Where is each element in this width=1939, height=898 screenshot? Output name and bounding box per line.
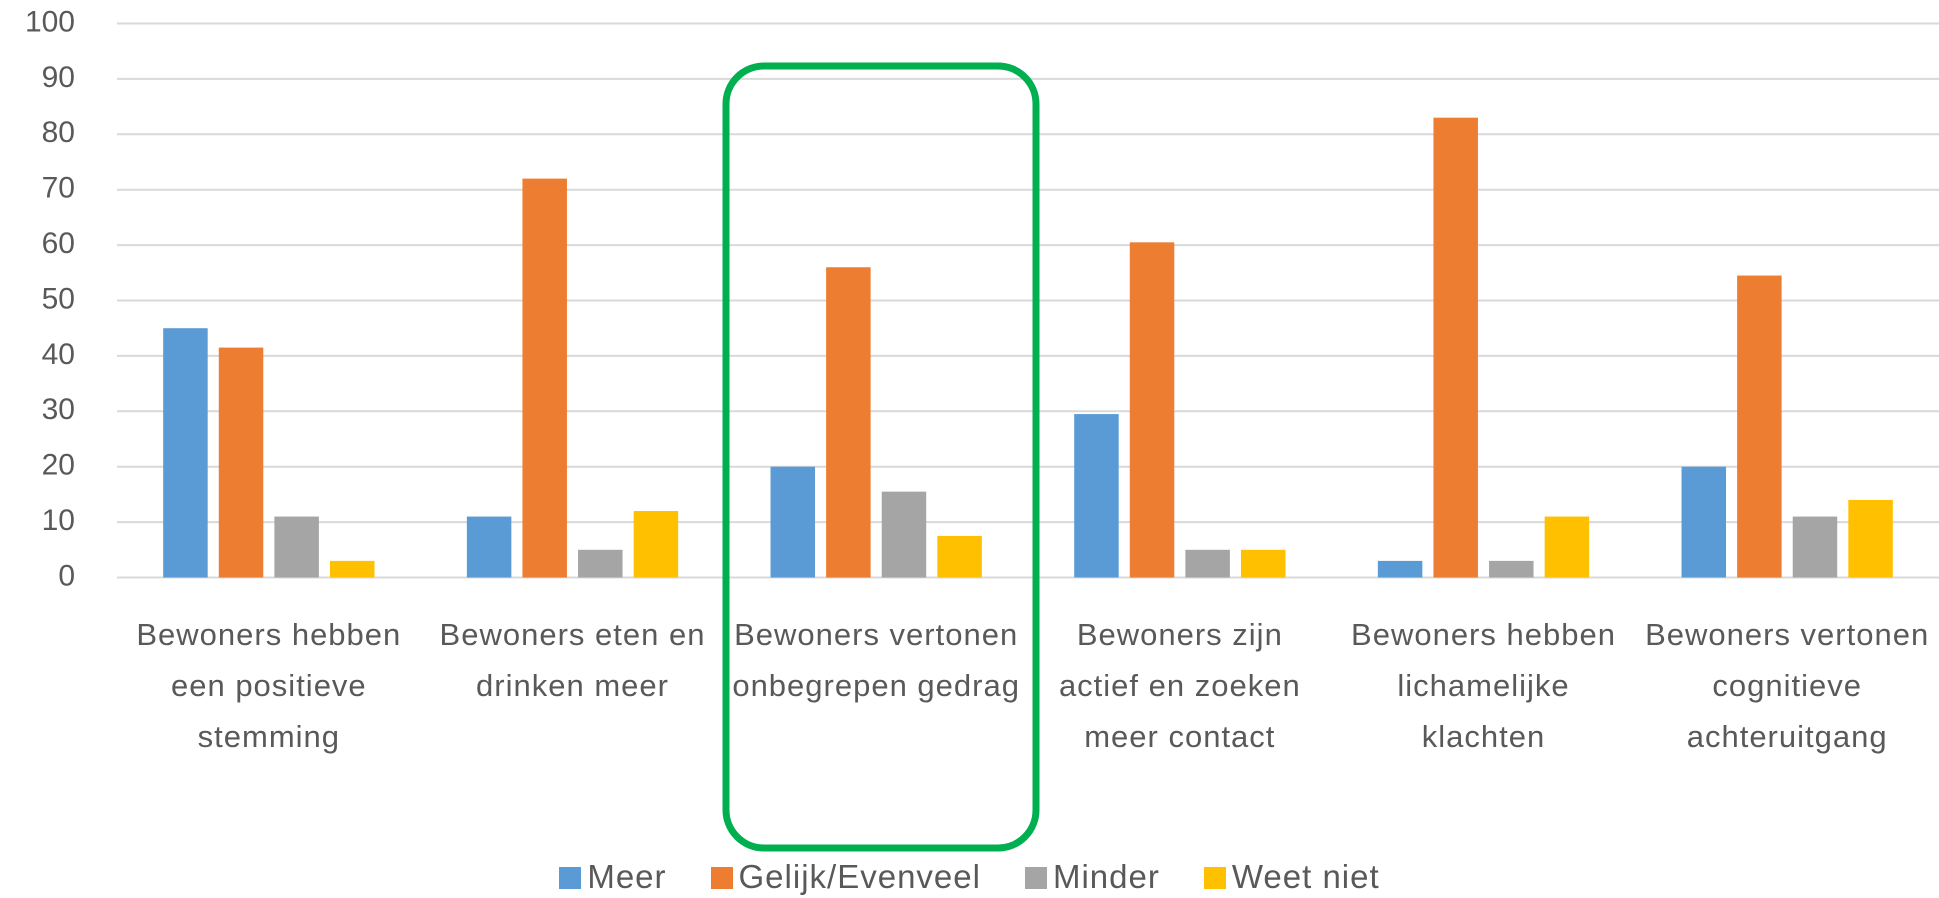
bar <box>1544 516 1590 578</box>
bar <box>1433 117 1478 578</box>
legend-item: Meer <box>559 858 666 896</box>
legend-label: Meer <box>587 858 667 895</box>
bar <box>466 516 512 578</box>
legend: Meer Gelijk/Evenveel Minder Weet niet <box>0 858 1939 896</box>
bar <box>770 466 816 578</box>
bar <box>329 560 375 578</box>
bar <box>1074 414 1119 578</box>
bar <box>522 178 567 578</box>
legend-item: Gelijk/Evenveel <box>710 858 981 896</box>
x-tick-label: Bewoners vertonen onbegrepen gedrag <box>732 617 1020 703</box>
y-tick-label: 70 <box>42 172 75 205</box>
y-tick-label: 30 <box>42 393 75 426</box>
y-tick-label: 80 <box>42 116 75 149</box>
y-tick-label: 90 <box>42 61 75 94</box>
bar <box>1737 275 1782 578</box>
legend-label: Weet niet <box>1231 858 1380 895</box>
legend-swatch <box>1024 867 1047 889</box>
bar <box>826 267 871 578</box>
bar <box>1377 560 1423 578</box>
bar <box>218 347 264 578</box>
y-tick-label: 100 <box>25 5 75 38</box>
legend-label: Gelijk/Evenveel <box>738 858 981 895</box>
bar <box>633 511 679 578</box>
bar <box>1185 549 1230 578</box>
bar <box>578 549 623 578</box>
legend-item: Weet niet <box>1203 858 1380 896</box>
legend-swatch <box>559 867 582 889</box>
y-tick-label: 10 <box>42 504 75 537</box>
bar <box>937 535 982 578</box>
x-tick-label: Bewoners hebben lichamelijke klachten <box>1351 617 1616 754</box>
legend-item: Minder <box>1024 858 1160 896</box>
legend-label: Minder <box>1052 858 1160 895</box>
bar <box>1489 560 1534 578</box>
y-tick-label: 40 <box>42 338 75 371</box>
bar <box>163 328 208 578</box>
legend-swatch <box>1203 867 1226 889</box>
bar <box>274 516 319 578</box>
x-tick-label: Bewoners zijn actief en zoeken meer cont… <box>1058 617 1301 754</box>
bar <box>1848 499 1893 578</box>
y-tick-label: 0 <box>58 559 75 592</box>
legend-swatch <box>710 867 733 889</box>
x-tick-label: Bewoners eten en drinken meer <box>439 617 706 703</box>
bar <box>1240 549 1286 578</box>
bar <box>1681 466 1727 578</box>
y-tick-label: 20 <box>42 449 75 482</box>
x-tick-label: Bewoners vertonen cognitieve achteruitga… <box>1645 617 1930 754</box>
bar <box>881 491 927 578</box>
highlight-box <box>722 62 1040 852</box>
x-tick-label: Bewoners hebben een positieve stemming <box>136 617 402 754</box>
y-tick-label: 50 <box>42 282 75 315</box>
bar <box>1129 242 1175 578</box>
y-tick-label: 60 <box>42 227 75 260</box>
bar <box>1792 516 1838 578</box>
